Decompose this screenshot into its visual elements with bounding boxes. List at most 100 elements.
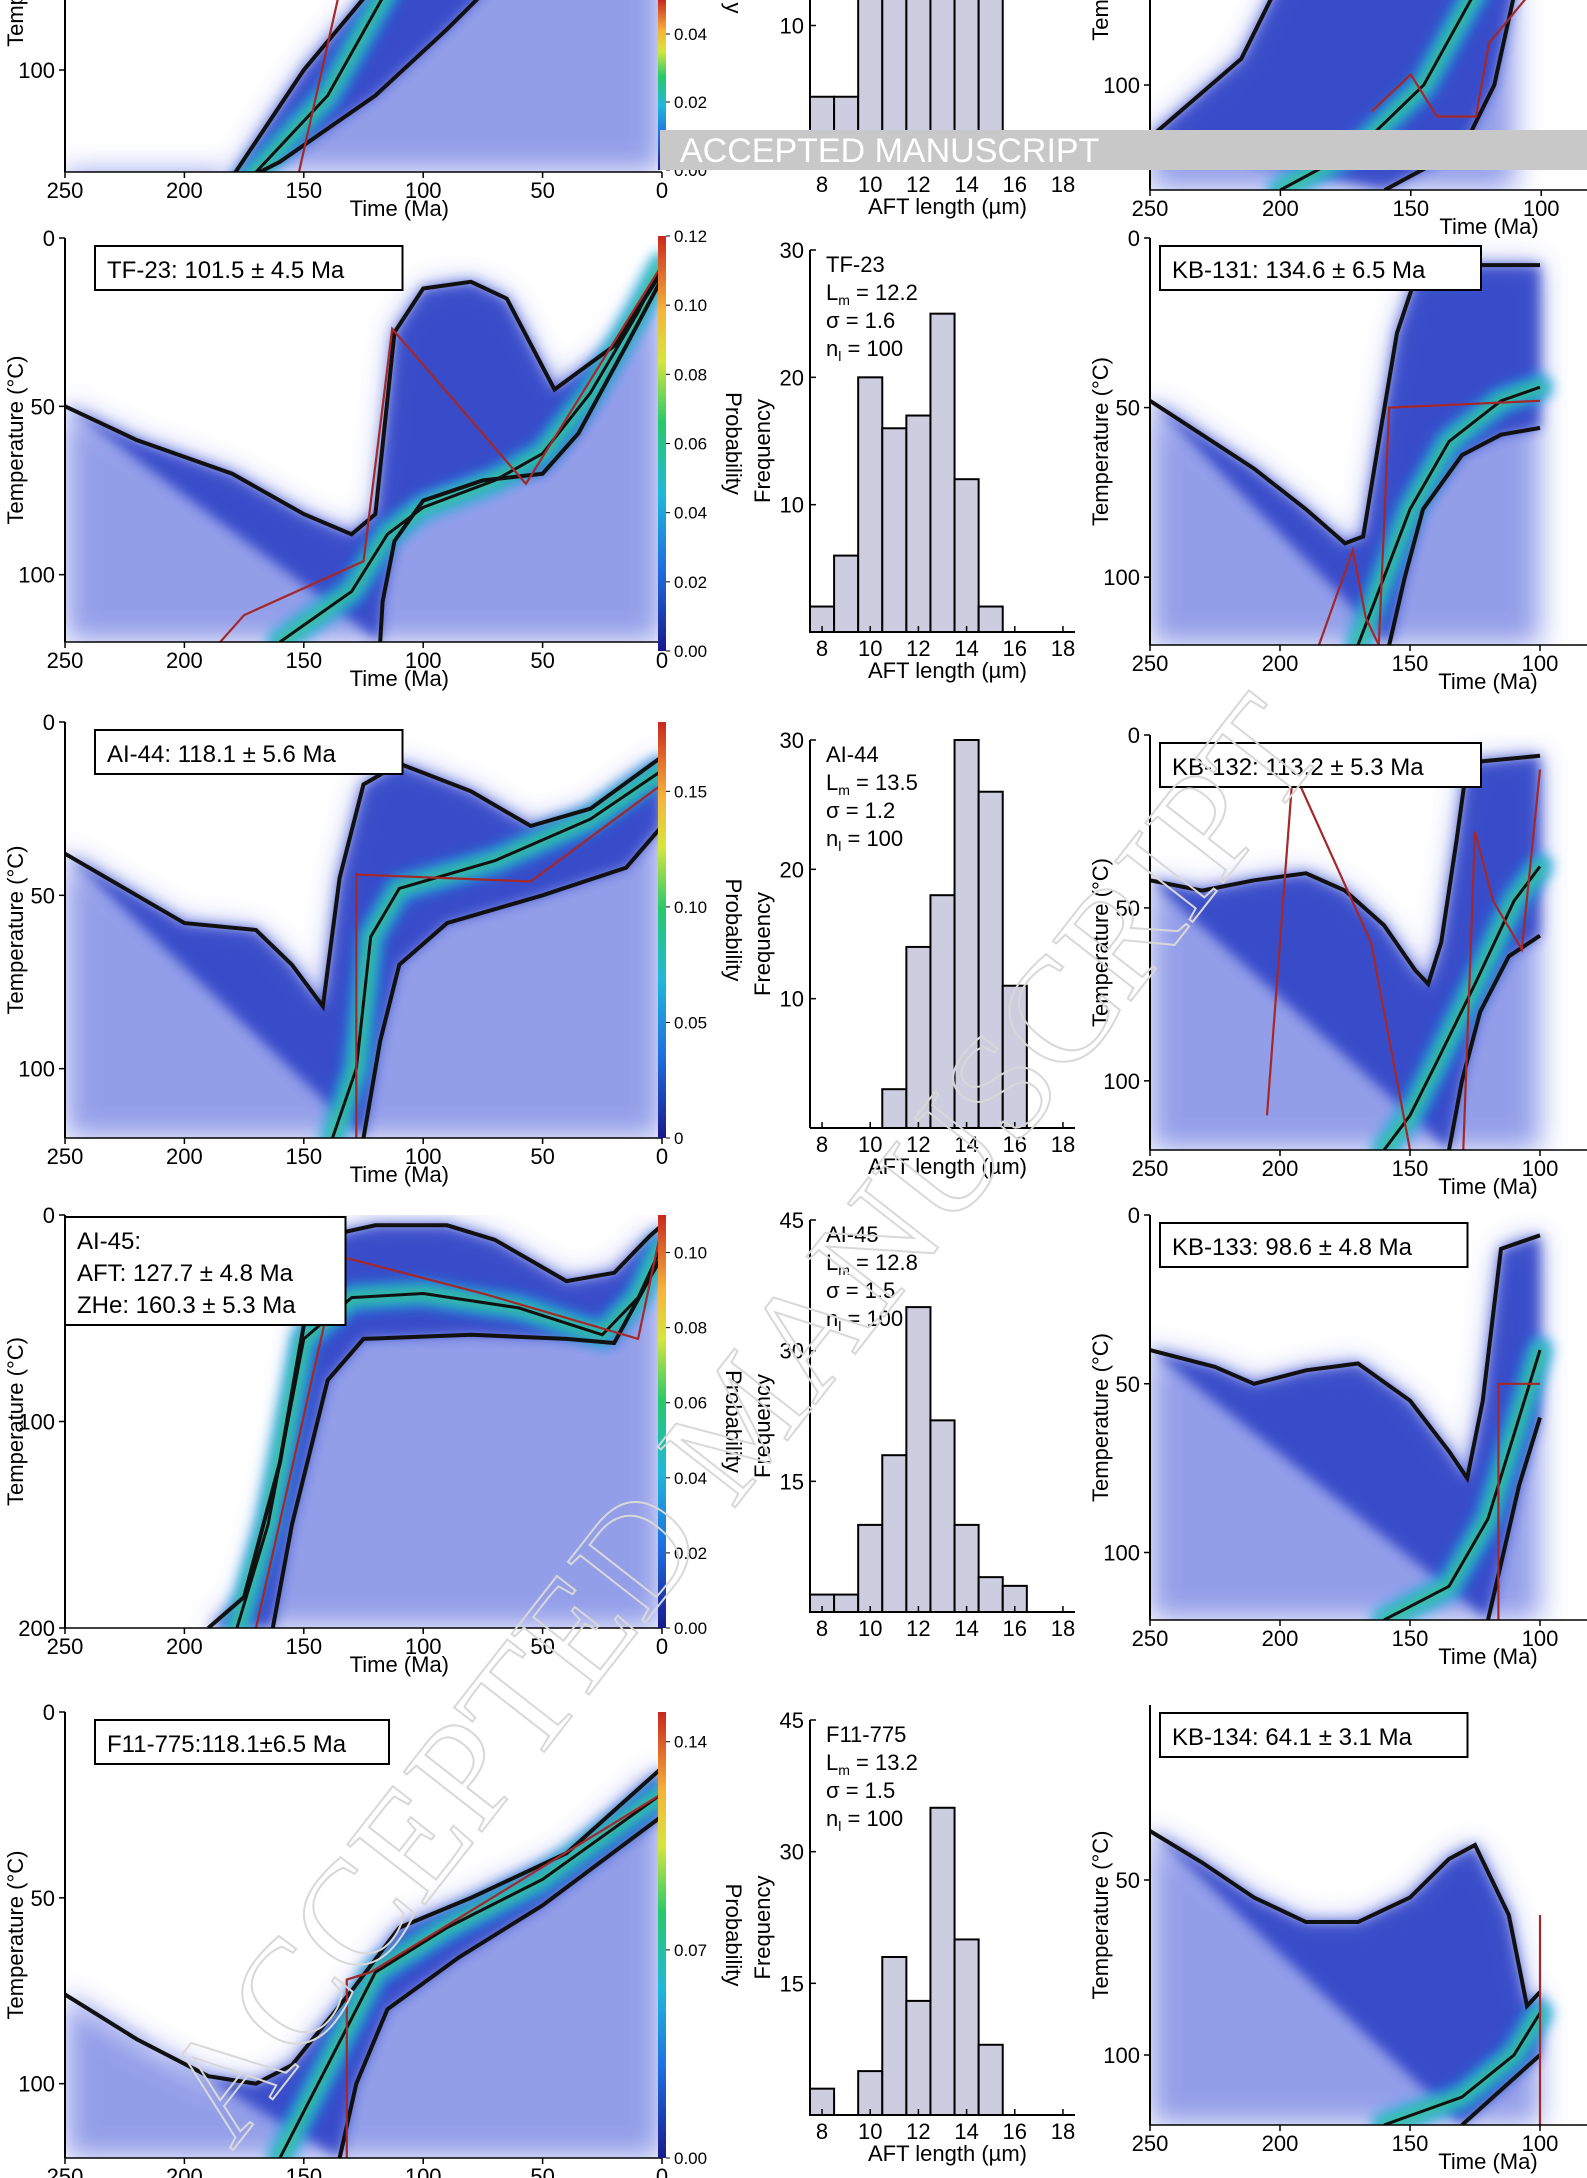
best-fit-path-line (1317, 399, 1541, 645)
colorbar-tick-label: 0.02 (674, 1544, 707, 1563)
histogram-bar (977, 790, 1004, 1129)
chart-ai-44: 250 200 150 100 50 0 Time (Ma) 0 50 100 Temperatur… (3, 710, 746, 1187)
colorbar-tick-label: 0.02 (674, 573, 707, 592)
best-fit-path-line (1265, 769, 1542, 1150)
histogram-bar (953, 1523, 980, 1614)
hist-y-tick-label: 30 (780, 728, 804, 753)
colorbar-label: Probability (721, 392, 746, 495)
sample-title-box (1159, 245, 1482, 291)
x-tick-label: 250 (1132, 651, 1169, 676)
sample-title: AI-44: 118.1 ± 5.6 Ma (107, 741, 337, 768)
best-fit-path-line (355, 783, 662, 1138)
hist-std-dev: σ = 1.5 (826, 1278, 895, 1303)
hist-y-tick-label: 10 (780, 987, 804, 1012)
histogram-bar (881, 427, 908, 633)
sample-title-box (94, 245, 404, 291)
probability-band (65, 271, 662, 642)
y-axis-label: Temperature (°C) (3, 846, 28, 1015)
x-tick-label: 200 (1262, 1626, 1299, 1651)
hist-sample-name: F11-775 (826, 1722, 906, 1747)
sample-title: TF-23: 101.5 ± 4.5 Ma (107, 257, 345, 284)
mean-path-line (278, 1792, 662, 2158)
x-tick-label: 0 (656, 2164, 668, 2178)
y-tick-label: 200 (18, 1616, 55, 1641)
x-tick-label: 150 (285, 2164, 322, 2178)
hist-std-dev: σ = 1.5 (826, 1778, 895, 1803)
y-axis-label: Tem (1088, 0, 1113, 41)
envelope-lower-line (1486, 1416, 1542, 1620)
hist-track-count: nl = 100 (826, 336, 903, 364)
x-tick-label: 150 (285, 1634, 322, 1659)
y-tick-label: 50 (1116, 1868, 1140, 1893)
x-tick-label: 0 (656, 1144, 668, 1169)
hist-mean-length: Lm = 12.8 (826, 1250, 918, 1278)
path-cloud (65, 1767, 662, 2158)
hist-mean-length: Lm = 12.2 (826, 280, 918, 308)
mean-path-line (1356, 385, 1541, 645)
hist-x-axis-label: AFT length (µm) (868, 2141, 1027, 2166)
y-axis-label: Temp (3, 0, 28, 47)
colorbar-tick-label: 0 (674, 1129, 683, 1148)
heatmap-area (65, 0, 662, 172)
y-axis-label: Temperature (°C) (1088, 1831, 1113, 2000)
hist-x-axis-label: AFT length (µm) (868, 194, 1027, 219)
hist-x-tick-label: 10 (858, 636, 882, 661)
sample-title: KB-133: 98.6 ± 4.8 Ma (1172, 1234, 1413, 1261)
histogram-bar (833, 554, 860, 633)
y-tick-label: 50 (31, 1886, 55, 1911)
hist-y-tick-label: 45 (780, 1708, 804, 1733)
histogram-bar (905, 414, 932, 633)
colorbar-tick-label: 0.10 (674, 296, 707, 315)
histogram-bar (881, 1454, 908, 1613)
x-axis-label: Time (Ma) (350, 1162, 449, 1187)
hist-x-tick-label: 16 (1003, 2119, 1027, 2144)
best-fit-path-line (219, 264, 662, 642)
x-tick-label: 150 (1392, 196, 1429, 221)
histogram-bar (905, 1306, 932, 1613)
hist-x-tick-label: 12 (906, 636, 930, 661)
x-tick-label: 150 (285, 1144, 322, 1169)
x-tick-label: 150 (1392, 1156, 1429, 1181)
hist-y-tick-label: 30 (780, 238, 804, 263)
histogram-bar (929, 312, 956, 633)
histogram-bar (929, 894, 956, 1130)
y-tick-label: 0 (1128, 226, 1140, 251)
heatmap-area (1150, 238, 1587, 645)
sample-title: AI-45: (77, 1228, 141, 1255)
hist-x-tick-label: 12 (906, 1616, 930, 1641)
colorbar-tick-label: 0.12 (674, 227, 707, 246)
sample-title: F11-775:118.1±6.5 Ma (107, 1731, 347, 1758)
hist-y-tick-label: 15 (780, 1971, 804, 1996)
y-tick-label: 0 (1128, 723, 1140, 748)
x-tick-label: 200 (1262, 651, 1299, 676)
hist-x-tick-label: 10 (858, 1132, 882, 1157)
x-tick-label: 150 (1392, 651, 1429, 676)
envelope-upper-line (206, 1223, 662, 1628)
sample-title-box (1159, 742, 1482, 788)
histogram-bar (857, 1523, 884, 1614)
histogram-bar (953, 478, 980, 634)
y-axis-label: Temperature (°C) (1088, 858, 1113, 1027)
best-fit-path-line (1497, 1382, 1540, 1620)
histogram-bar (977, 1576, 1004, 1613)
hist-y-tick-label: 15 (780, 1469, 804, 1494)
x-tick-label: 200 (1262, 1156, 1299, 1181)
colorbar-tick-label: 0.00 (674, 2149, 707, 2168)
hist-y-axis-label: Frequency (750, 892, 775, 996)
histogram-bar (929, 1419, 956, 1614)
accepted-manuscript-banner (660, 130, 1587, 170)
colorbar-tick-label: 0.06 (674, 1394, 707, 1413)
sample-title: KB-131: 134.6 ± 6.5 Ma (1172, 257, 1426, 284)
hist-x-tick-label: 14 (954, 1616, 978, 1641)
x-tick-label: 250 (1132, 1626, 1169, 1651)
sample-title-box (1159, 1222, 1469, 1268)
histogram-bar (905, 945, 932, 1130)
